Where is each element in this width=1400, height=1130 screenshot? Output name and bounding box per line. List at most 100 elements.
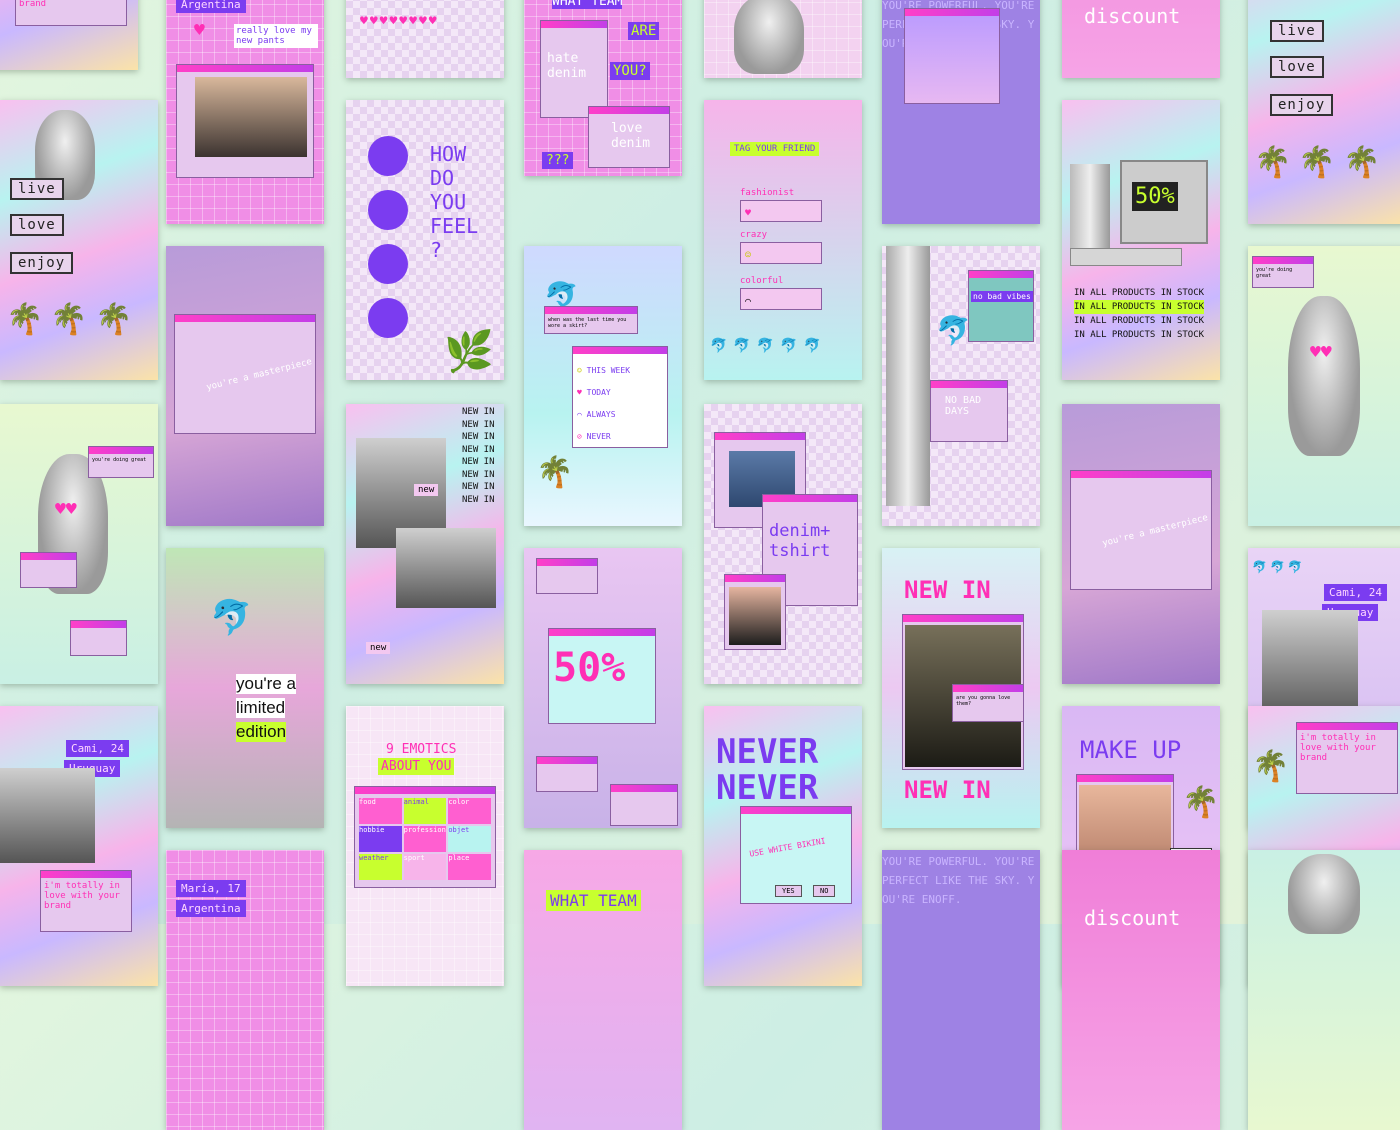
- avatar-bubble: [368, 298, 408, 338]
- denim-text-1: denim+: [769, 521, 831, 541]
- statue-image: [1288, 296, 1360, 456]
- feel-text: HOW DO YOU FEEL ?: [430, 142, 479, 262]
- emotics-cell: animal: [403, 798, 447, 824]
- name-tag: Cami, 24: [1324, 584, 1387, 601]
- are-text: ARE: [628, 22, 660, 40]
- poll-option-today[interactable]: ♥ TODAY: [577, 388, 611, 397]
- popup-window: you're doing great: [88, 446, 154, 478]
- palm-tree-icon: 🌴: [1343, 145, 1381, 180]
- story-card-hate-denim: WHAT TEAM ARE YOU? hate denim love denim…: [524, 0, 682, 176]
- statue-image: [1288, 854, 1360, 934]
- perfect-text: YOU'RE POWERFUL. YOU'RE PERFECT LIKE THE…: [882, 855, 1035, 906]
- poll-option-never[interactable]: ⊘ NEVER: [577, 432, 611, 441]
- love-denim-window: love denim: [588, 106, 670, 168]
- hearts-row-icon: ♥♥♥♥♥♥♥♥: [360, 14, 439, 29]
- avatar-sunglasses: [368, 244, 408, 284]
- story-card-statue-bottom: [1248, 850, 1400, 1130]
- story-card-emotics: 9 EMOTICS ABOUT YOU food animal color ho…: [346, 706, 504, 986]
- no-button[interactable]: NO: [813, 885, 836, 897]
- avatar-heart-eyes: [368, 136, 408, 176]
- emotics-cell: profession: [403, 826, 447, 852]
- discount-window: 50%: [548, 628, 656, 724]
- emotics-cell: food: [359, 798, 402, 824]
- dolphins-row-icon: 🐬🐬🐬🐬🐬: [710, 338, 828, 354]
- label-enjoy: enjoy: [10, 252, 74, 274]
- country-tag: Argentina: [176, 0, 246, 13]
- limited-line-1: you're a: [236, 674, 296, 694]
- no-bad-days-text: NO BAD DAYS: [945, 395, 982, 417]
- story-card-argentina-top: Argentina ♥ really love my new pants: [166, 0, 324, 224]
- emotics-cell: color: [448, 798, 491, 824]
- popup-window: are you gonna love them?: [952, 684, 1024, 722]
- fifty-percent-text: 50%: [553, 645, 626, 691]
- emotics-window: food animal color hobbie profession obje…: [354, 786, 496, 888]
- never-text-2: NEVER: [716, 768, 819, 808]
- field-label-fashionist: fashionist: [740, 188, 795, 198]
- emotics-cell: weather: [359, 854, 402, 880]
- message-text: i'm totally in love with your brand: [1300, 733, 1376, 763]
- story-card-never-never: NEVER NEVER USE WHITE BIKINI YES NO: [704, 706, 862, 986]
- small-window: [536, 756, 598, 792]
- hate-denim-window: hate denim: [540, 20, 608, 118]
- palm-tree-icon: 🌴: [536, 455, 574, 490]
- popup-window: [70, 620, 127, 656]
- discount-text: discount: [1084, 906, 1181, 930]
- story-card-masterpiece: you're a masterpiece: [166, 246, 324, 526]
- new-in-top-text: NEW IN: [904, 576, 991, 604]
- avatar-statue: [368, 190, 408, 230]
- love-denim-text: love denim: [611, 121, 651, 151]
- heart-eyes-icon: ♥♥: [55, 499, 77, 520]
- crazy-input[interactable]: ☺: [740, 242, 822, 264]
- small-window: [536, 558, 598, 594]
- story-card-new-in-photos: new NEW IN NEW IN NEW IN NEW IN NEW IN NEW IN…: [346, 404, 504, 684]
- poll-option-this-week[interactable]: ☺ THIS WEEK: [577, 366, 631, 375]
- dolphin-image: 🐬: [936, 314, 971, 347]
- fifty-percent-text: 50%: [1132, 182, 1178, 211]
- poll-option-always[interactable]: ⌒ ALWAYS: [577, 410, 616, 419]
- statue-image: [734, 0, 804, 74]
- tag-friend-text: TAG YOUR FRIEND: [730, 142, 820, 156]
- palm-tree-icon: 🌴: [6, 302, 44, 337]
- discount-text: discount: [1084, 4, 1181, 28]
- emotics-title-1: 9 EMOTICS: [386, 742, 457, 757]
- popup-text: you're doing great: [1256, 267, 1293, 279]
- what-team-text: WHAT TEAM: [546, 890, 641, 911]
- emotics-cell: sport: [403, 854, 447, 880]
- photo-window: [724, 574, 786, 650]
- new-tag: new: [414, 484, 439, 496]
- monstera-leaf-icon: 🌿: [444, 329, 494, 375]
- label-live: live: [10, 178, 64, 200]
- paint-window: you're a masterpiece: [1070, 470, 1212, 590]
- palm-tree-icon: 🌴: [1182, 785, 1220, 820]
- colorful-input[interactable]: ⌒: [740, 288, 822, 310]
- photo-woman-glasses: [396, 528, 496, 608]
- palm-tree-icon: 🌴: [50, 302, 88, 337]
- emotics-cell: objet: [448, 826, 491, 852]
- story-card-perfect-sky: YOU'RE POWERFUL. YOU'RE PERFECT LIKE THE…: [882, 0, 1040, 224]
- you-text: YOU?: [610, 62, 650, 80]
- pants-text: really love my new pants: [234, 24, 318, 48]
- story-card-new-in-girl: NEW IN are you gonna love them? NEW IN: [882, 548, 1040, 828]
- message-window: i'm totally in love with your brand: [40, 870, 132, 932]
- story-card-computer-fifty: 50% IN ALL PRODUCTS IN STOCK IN ALL PROD…: [1062, 100, 1220, 380]
- story-card-skirt-poll: 🐬 when was the last time you wore a skir…: [524, 246, 682, 526]
- field-label-crazy: crazy: [740, 230, 768, 240]
- popup-text: are you gonna love them?: [956, 695, 1011, 707]
- story-card-fifty-percent: 50%: [524, 548, 682, 828]
- what-team-text: WHAT TEAM: [552, 0, 623, 9]
- story-card-masterpiece-2: you're a masterpiece: [1062, 404, 1220, 684]
- fashionist-input[interactable]: ♥: [740, 200, 822, 222]
- never-text-1: NEVER: [716, 732, 819, 772]
- field-label-colorful: colorful: [740, 276, 784, 286]
- story-card-no-bad-vibes: no bad vibes 🐬 NO BAD DAYS: [882, 246, 1040, 526]
- paint-window: you're a masterpiece: [174, 314, 316, 434]
- popup-window: [20, 552, 77, 588]
- smiley-icon: ☺: [577, 366, 582, 375]
- dolphin-image: 🐬: [210, 598, 253, 638]
- name-tag: María, 17: [176, 880, 246, 897]
- story-card-statue-top: [704, 0, 862, 78]
- yes-button[interactable]: YES: [775, 885, 802, 897]
- limited-line-2: limited: [236, 698, 286, 718]
- masterpiece-text: you're a masterpiece: [205, 357, 313, 393]
- dolphins-row-icon: 🐬🐬🐬: [1252, 560, 1306, 574]
